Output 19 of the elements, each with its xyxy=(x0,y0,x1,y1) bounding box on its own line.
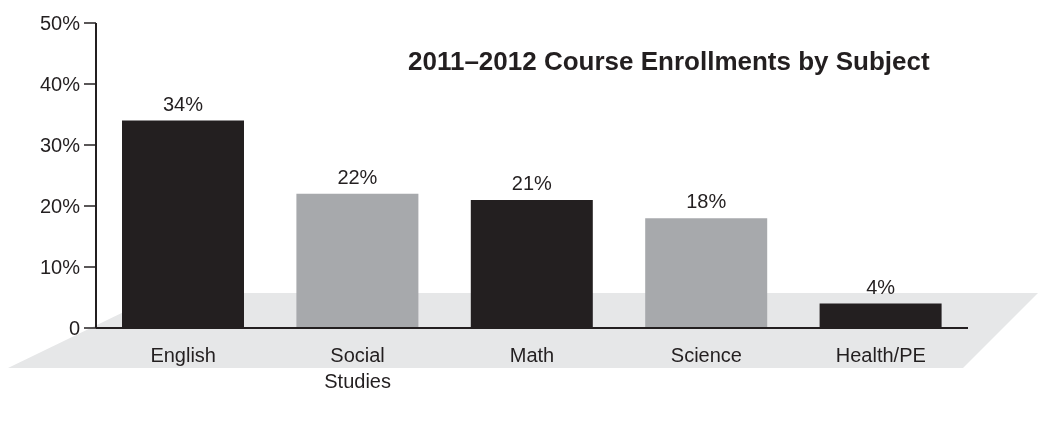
data-label: 4% xyxy=(866,275,896,298)
y-tick-label: 40% xyxy=(39,73,81,96)
y-tick-label: 10% xyxy=(39,256,81,279)
y-tick-label: 30% xyxy=(39,134,81,157)
bar xyxy=(645,218,768,328)
x-tick-label: Math xyxy=(509,344,555,366)
text: 2011–2012 Course Enrollments by Subject xyxy=(408,46,930,77)
data-label: 21% xyxy=(511,171,553,194)
bar xyxy=(296,193,419,328)
data-label: 22% xyxy=(337,165,378,188)
data-label: 18% xyxy=(686,190,727,213)
y-tick-label: 50% xyxy=(39,12,81,35)
y-tick-label: 0 xyxy=(68,317,80,340)
x-tick-label: Health/PE xyxy=(835,344,926,366)
x-tick-label: Social Studies xyxy=(324,344,391,392)
y-tick-label: 20% xyxy=(39,195,81,218)
x-tick-label: Science xyxy=(670,344,742,366)
x-tick-label: English xyxy=(150,344,216,366)
data-label: 34% xyxy=(162,92,204,115)
